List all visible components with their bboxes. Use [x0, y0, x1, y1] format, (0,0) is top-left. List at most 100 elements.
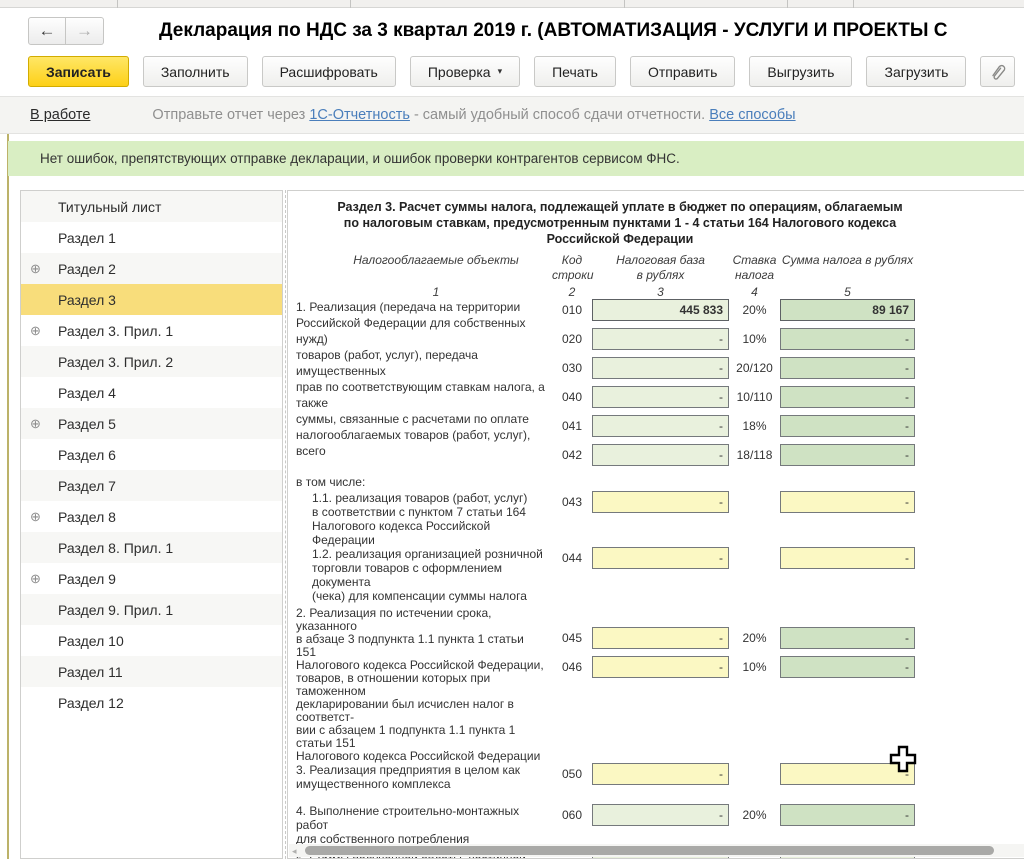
fill-button[interactable]: Заполнить [142, 56, 248, 87]
main-area: Титульный лист Раздел 1 ⊕ Раздел 2 Раздел… [0, 190, 1024, 859]
sidebar-item-section-3-app-2[interactable]: Раздел 3. Прил. 2 [21, 346, 282, 377]
chevron-down-icon: ▾ [497, 66, 503, 76]
reporting-service-link[interactable]: 1С-Отчетность [309, 107, 410, 123]
back-button[interactable]: ← [28, 17, 66, 45]
sum-field-044[interactable]: - [780, 547, 915, 569]
row-020: 020 - 10% - [552, 328, 915, 350]
line-1-2-label: 1.2. реализация организацией розничной т… [312, 547, 543, 603]
rate-label: 10% [742, 660, 767, 674]
line-3-label: 3. Реализация предприятия в целом как им… [296, 763, 520, 791]
forward-arrow-icon: → [76, 21, 93, 40]
row-060: 060 - 20% - [552, 804, 915, 826]
sidebar-item-label: Раздел 9 [58, 570, 116, 587]
status-state-link[interactable]: В работе [30, 107, 91, 123]
base-field-010[interactable]: 445 833 [592, 299, 729, 321]
sidebar-item-section-4[interactable]: Раздел 4 [21, 377, 282, 408]
page-title: Декларация по НДС за 3 квартал 2019 г. (… [159, 20, 948, 41]
sidebar-item-section-8-app-1[interactable]: Раздел 8. Прил. 1 [21, 532, 282, 563]
sidebar-item-title-page[interactable]: Титульный лист [21, 191, 282, 222]
base-field-043[interactable]: - [592, 491, 729, 513]
base-field-041[interactable]: - [592, 415, 729, 437]
horizontal-scrollbar[interactable]: ◂ [289, 844, 1024, 857]
sum-field-050[interactable]: - [780, 763, 915, 785]
sidebar-item-section-5[interactable]: ⊕ Раздел 5 [21, 408, 282, 439]
sidebar-item-section-2[interactable]: ⊕ Раздел 2 [21, 253, 282, 284]
sidebar-item-label: Раздел 9. Прил. 1 [58, 601, 174, 618]
sidebar-item-label: Раздел 1 [58, 229, 116, 246]
base-field-042[interactable]: - [592, 444, 729, 466]
rate-label: 20% [742, 303, 767, 317]
all-methods-link[interactable]: Все способы [709, 107, 796, 123]
sum-field-043[interactable]: - [780, 491, 915, 513]
sum-field-010[interactable]: 89 167 [780, 299, 915, 321]
sidebar-item-section-11[interactable]: Раздел 11 [21, 656, 282, 687]
sidebar-item-section-3-app-1[interactable]: ⊕ Раздел 3. Прил. 1 [21, 315, 282, 346]
sidebar-item-section-6[interactable]: Раздел 6 [21, 439, 282, 470]
base-field-030[interactable]: - [592, 357, 729, 379]
sum-field-045[interactable]: - [780, 627, 915, 649]
sidebar-item-section-9-app-1[interactable]: Раздел 9. Прил. 1 [21, 594, 282, 625]
col-number-1: 1 [432, 285, 440, 299]
sum-field-020[interactable]: - [780, 328, 915, 350]
expand-icon[interactable]: ⊕ [30, 571, 41, 586]
sidebar-item-label: Раздел 5 [58, 415, 116, 432]
send-button[interactable]: Отправить [629, 56, 736, 87]
base-field-050[interactable]: - [592, 763, 729, 785]
base-field-046[interactable]: - [592, 656, 729, 678]
expand-icon[interactable]: ⊕ [30, 323, 41, 338]
scrollbar-thumb[interactable] [305, 846, 994, 855]
sidebar-item-label: Раздел 8. Прил. 1 [58, 539, 174, 556]
export-button[interactable]: Выгрузить [749, 56, 853, 87]
expand-icon[interactable]: ⊕ [30, 416, 41, 431]
no-errors-banner: Нет ошибок, препятствующих отправке декл… [8, 141, 1024, 176]
sidebar-item-section-3[interactable]: Раздел 3 [21, 284, 282, 315]
expand-icon[interactable]: ⊕ [30, 509, 41, 524]
base-field-045[interactable]: - [592, 627, 729, 649]
sidebar-item-section-9[interactable]: ⊕ Раздел 9 [21, 563, 282, 594]
sum-field-042[interactable]: - [780, 444, 915, 466]
print-button[interactable]: Печать [534, 56, 616, 87]
sidebar-item-section-10[interactable]: Раздел 10 [21, 625, 282, 656]
scroll-left-arrow-icon[interactable]: ◂ [292, 846, 297, 856]
row-050: 050 - - [552, 763, 915, 785]
row-code: 040 [561, 390, 583, 404]
tab-divider [350, 0, 351, 8]
base-field-040[interactable]: - [592, 386, 729, 408]
sum-field-041[interactable]: - [780, 415, 915, 437]
line-1-1-label: 1.1. реализация товаров (работ, услуг) в… [312, 491, 528, 547]
col-header-code: Код строки [552, 253, 594, 282]
sum-field-030[interactable]: - [780, 357, 915, 379]
decrypt-button[interactable]: Расшифровать [261, 56, 396, 87]
base-field-060[interactable]: - [592, 804, 729, 826]
row-code: 020 [561, 332, 583, 346]
col-header-sum: Сумма налога в рублях [781, 253, 914, 267]
sidebar-splitter[interactable] [285, 190, 286, 859]
import-button[interactable]: Загрузить [866, 56, 967, 87]
line-group-1-2: 1.2. реализация организацией розничной т… [296, 547, 1024, 603]
check-dropdown-button[interactable]: Проверка ▾ [409, 56, 521, 87]
status-message-prefix: Отправьте отчет через [152, 107, 310, 123]
sidebar-item-label: Раздел 6 [58, 446, 116, 463]
sum-field-046[interactable]: - [780, 656, 915, 678]
sidebar-item-section-7[interactable]: Раздел 7 [21, 470, 282, 501]
row-030: 030 - 20/120 - [552, 357, 915, 379]
base-field-044[interactable]: - [592, 547, 729, 569]
attachments-button[interactable] [980, 56, 1016, 87]
sidebar-item-section-12[interactable]: Раздел 12 [21, 687, 282, 718]
row-code: 060 [561, 808, 583, 822]
save-button[interactable]: Записать [28, 56, 129, 87]
forward-button[interactable]: → [66, 17, 104, 45]
sum-field-060[interactable]: - [780, 804, 915, 826]
col-number-2: 2 [568, 285, 576, 299]
sidebar-item-section-8[interactable]: ⊕ Раздел 8 [21, 501, 282, 532]
sidebar-item-label: Раздел 10 [58, 632, 124, 649]
tab-divider [853, 0, 854, 8]
expand-icon[interactable]: ⊕ [30, 261, 41, 276]
sidebar-item-section-1[interactable]: Раздел 1 [21, 222, 282, 253]
sidebar-item-label: Раздел 7 [58, 477, 116, 494]
including-label-1: в том числе: [296, 475, 366, 489]
base-field-020[interactable]: - [592, 328, 729, 350]
row-code: 041 [561, 419, 583, 433]
sum-field-040[interactable]: - [780, 386, 915, 408]
tab-divider [117, 0, 118, 8]
